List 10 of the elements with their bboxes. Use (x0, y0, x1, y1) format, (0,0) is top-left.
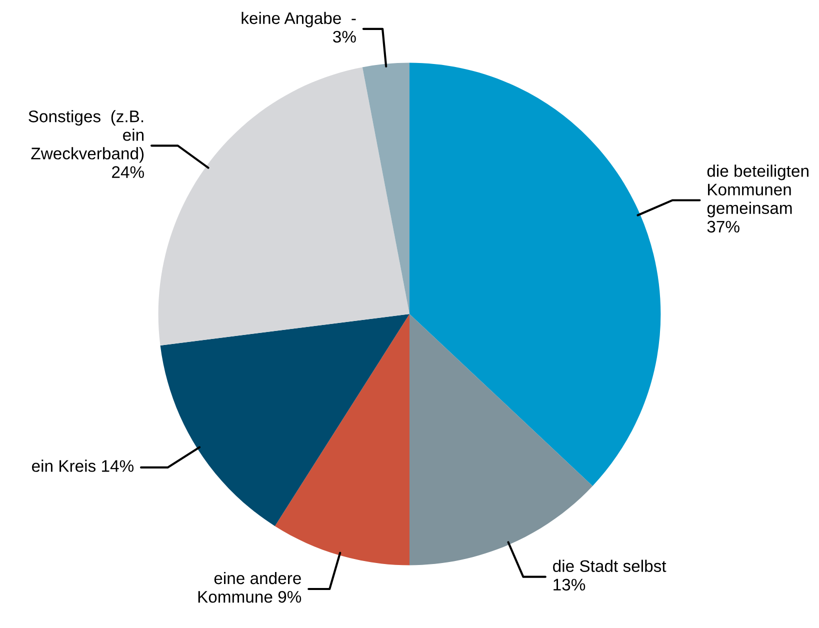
data-label: 13% (554, 578, 586, 591)
data-label: 37% (707, 220, 740, 233)
data-label: 3% (333, 30, 356, 43)
slice-label: die Stadt selbst (553, 560, 666, 572)
slice-label: ein Kreis 14% (32, 460, 134, 472)
slice-label: keine Angabe - (242, 12, 356, 28)
slice-label: die beteiligten Kommunen gemeinsam (707, 164, 808, 218)
data-label: 24% (112, 166, 144, 178)
slice-label: Sonstiges (z.B. ein Zweckverband) (28, 110, 144, 163)
slice-label: eine andere Kommune 9% (198, 572, 302, 603)
